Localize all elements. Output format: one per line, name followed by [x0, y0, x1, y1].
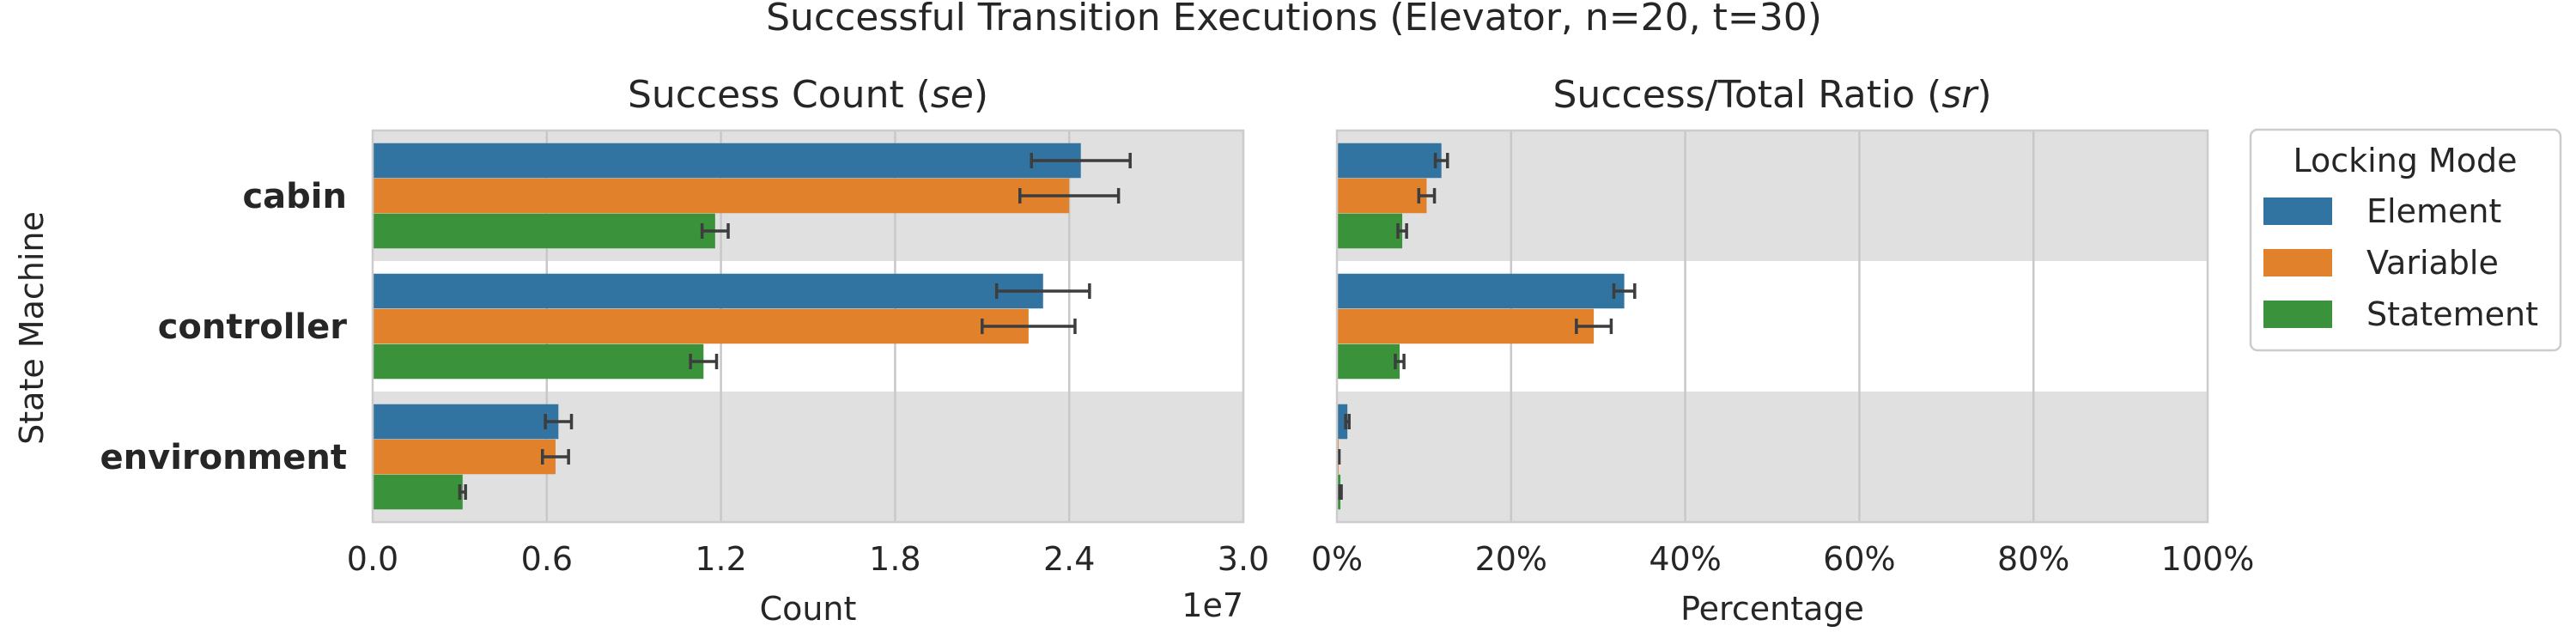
legend-label: Element [2366, 192, 2501, 230]
bar-controller-statement [1337, 343, 1400, 380]
error-bar-controller-element [1612, 283, 1637, 299]
x-tick-label: 80% [1997, 540, 2069, 578]
legend-swatch [2263, 301, 2332, 328]
figure-suptitle: Successful Transition Executions (Elevat… [766, 0, 1822, 39]
bar-controller-element [1337, 273, 1625, 309]
bar-cabin-element [373, 143, 1081, 179]
error-bar-controller-variable [981, 319, 1077, 334]
bar-cabin-element [1337, 143, 1442, 179]
bar-environment-variable [373, 439, 556, 475]
x-offset-label: 1e7 [1182, 586, 1243, 624]
legend-box [2249, 128, 2562, 352]
bar-cabin-variable [373, 178, 1070, 214]
error-bar-cabin-statement [1396, 223, 1408, 239]
error-bar-environment-element [1344, 414, 1351, 429]
legend-swatch [2263, 249, 2332, 276]
axes-frame [371, 129, 1245, 524]
panel-1: 0.0 0.6 1.2 1.8 2.4 3.0 Count 1e7 Success Count … [100, 73, 1270, 628]
panel-2: 0% 20% 40% 60% 80% 100% Percentage Success/Tota… [1311, 73, 2254, 628]
x-axis-label: Count [760, 590, 857, 628]
legend-entry-element[interactable]: Element [2263, 192, 2501, 230]
panel-title: Success Count (se) [628, 73, 988, 117]
error-bar-cabin-element [1030, 153, 1132, 168]
legend-label: Variable [2366, 244, 2499, 282]
legend-swatch [2263, 197, 2332, 225]
y-tick-label-cabin: cabin [242, 177, 347, 216]
x-tick-label: 0% [1311, 540, 1363, 578]
error-bar-controller-variable [1575, 319, 1613, 334]
legend[interactable]: Locking Mode Element Variable Statement [2249, 128, 2562, 352]
error-bar-environment-variable [1336, 449, 1341, 465]
x-tick-label: 100% [2161, 540, 2255, 578]
x-tick-label: 2.4 [1043, 540, 1095, 578]
bar-cabin-variable [1337, 178, 1427, 214]
bar-controller-element [373, 273, 1043, 309]
y-axis-label: State Machine [13, 211, 51, 445]
y-tick-label-environment: environment [100, 438, 347, 477]
bar-cabin-statement [1337, 213, 1403, 249]
error-bar-cabin-variable [1417, 188, 1437, 204]
bar-controller-variable [373, 308, 1029, 344]
x-tick-label: 20% [1475, 540, 1547, 578]
x-tick-label: 3.0 [1218, 540, 1269, 578]
error-bar-cabin-variable [1018, 188, 1121, 204]
category-band-cabin [1337, 131, 2208, 261]
error-bar-environment-statement [458, 484, 467, 500]
x-tick-label: 1.2 [695, 540, 746, 578]
legend-label: Statement [2366, 295, 2538, 333]
bar-cabin-statement [373, 213, 715, 249]
error-bar-controller-element [994, 283, 1091, 299]
legend-entry-statement[interactable]: Statement [2263, 295, 2538, 333]
error-bar-controller-statement [689, 354, 719, 369]
axes-frame [1335, 129, 2209, 524]
x-tick-label: 0.0 [347, 540, 398, 578]
bar-controller-variable [1337, 308, 1595, 344]
bar-environment-element [373, 404, 559, 440]
y-tick-label-controller: controller [158, 307, 348, 347]
error-bar-environment-element [544, 414, 574, 429]
bar-controller-statement [373, 343, 704, 380]
x-axis-label: Percentage [1680, 590, 1864, 628]
bar-environment-element [1337, 404, 1348, 440]
category-band-environment [1337, 392, 2208, 522]
error-bar-controller-statement [1394, 354, 1406, 369]
legend-entry-variable[interactable]: Variable [2263, 244, 2499, 282]
x-tick-label: 1.8 [869, 540, 920, 578]
x-tick-label: 0.6 [521, 540, 573, 578]
chart-panels: 0.0 0.6 1.2 1.8 2.4 3.0 Count 1e7 Success Count … [100, 73, 2255, 628]
error-bar-environment-statement [1338, 484, 1343, 500]
x-tick-label: 40% [1649, 540, 1721, 578]
error-bar-cabin-statement [700, 223, 730, 239]
x-tick-label: 60% [1823, 540, 1895, 578]
legend-title: Locking Mode [2293, 142, 2517, 179]
error-bar-environment-variable [540, 449, 570, 465]
error-bar-cabin-element [1433, 153, 1449, 168]
panel-title: Success/Total Ratio (sr) [1553, 73, 1992, 117]
bar-environment-statement [373, 474, 463, 510]
